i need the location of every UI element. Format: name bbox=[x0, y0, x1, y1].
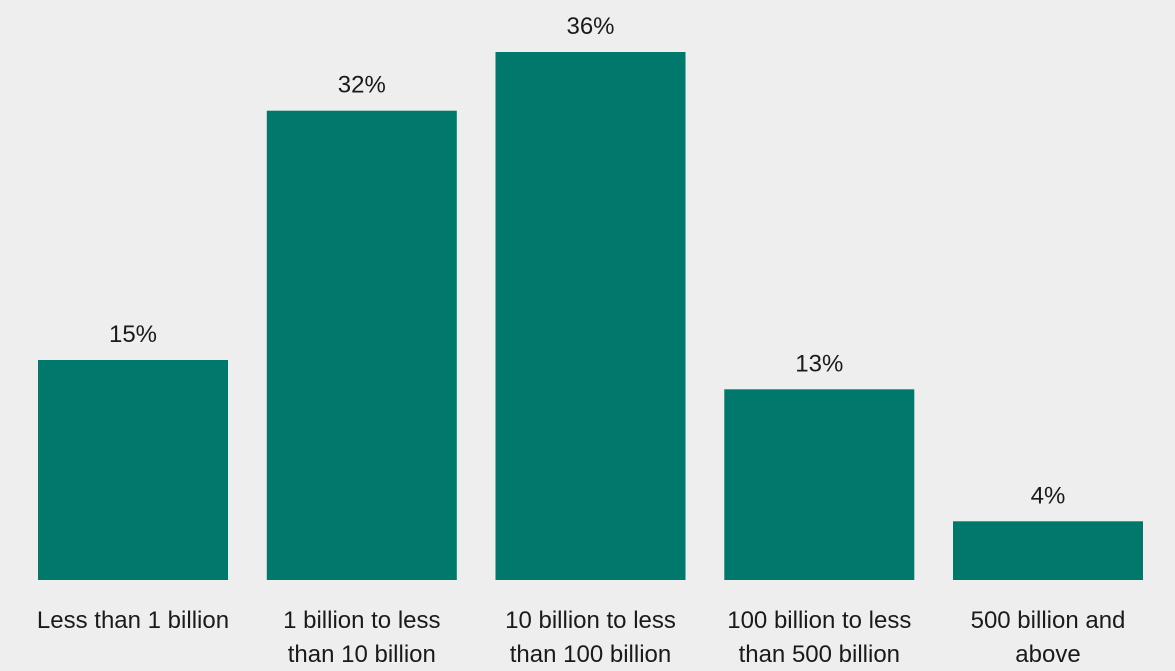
category-label-4-line-0: 500 billion and bbox=[971, 607, 1126, 634]
category-label-1: 1 billion to less than 10 billion bbox=[283, 607, 440, 668]
value-label-0: 15% bbox=[109, 321, 157, 348]
bar-0 bbox=[38, 360, 228, 580]
value-label-4: 4% bbox=[1031, 482, 1066, 509]
category-label-0-line-0: Less than 1 billion bbox=[37, 607, 229, 634]
bar-4 bbox=[953, 521, 1143, 580]
category-label-4: 500 billion and above bbox=[971, 607, 1126, 668]
category-label-2-line-0: 10 billion to less bbox=[505, 607, 676, 634]
category-label-0: Less than 1 billion bbox=[37, 607, 229, 634]
bar-2 bbox=[495, 52, 686, 580]
value-label-2: 36% bbox=[566, 13, 614, 40]
value-labels-group: 15% 32% 36% 13% 4% bbox=[109, 13, 1065, 509]
category-labels-group: Less than 1 billion 1 billion to less than… bbox=[37, 607, 1125, 668]
category-label-1-line-0: 1 billion to less bbox=[283, 607, 440, 634]
category-label-3: 100 billion to less than 500 billion bbox=[727, 607, 911, 668]
value-label-3: 13% bbox=[795, 350, 843, 377]
category-label-3-line-0: 100 billion to less bbox=[727, 607, 911, 634]
category-label-4-line-1: above bbox=[1015, 641, 1080, 668]
bar-3 bbox=[724, 389, 915, 580]
category-label-2-line-1: than 100 billion bbox=[510, 641, 671, 668]
category-label-1-line-1: than 10 billion bbox=[288, 641, 436, 668]
category-label-3-line-1: than 500 billion bbox=[739, 641, 900, 668]
value-label-1: 32% bbox=[338, 72, 386, 99]
bars-group bbox=[38, 52, 1143, 580]
bar-1 bbox=[266, 110, 457, 580]
category-label-2: 10 billion to less than 100 billion bbox=[505, 607, 676, 668]
